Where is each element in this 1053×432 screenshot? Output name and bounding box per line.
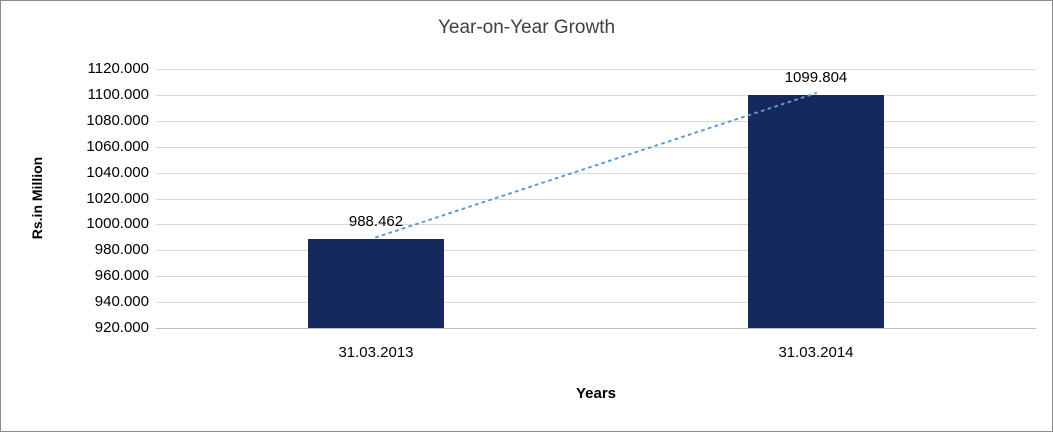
y-tick-label: 1120.000: [87, 60, 149, 77]
y-tick-label: 1100.000: [87, 85, 149, 103]
y-tick-label: 980.000: [94, 241, 149, 259]
x-axis-line: [156, 328, 1036, 329]
y-tick-label: 1000.000: [86, 215, 149, 233]
y-tick-label: 960.000: [94, 267, 149, 285]
plot-area: [156, 69, 1036, 329]
bars-layer: [156, 69, 1036, 328]
gridline: [156, 250, 1036, 252]
y-tick-label: 1060.000: [86, 137, 149, 155]
chart-title: Year-on-Year Growth: [437, 17, 616, 38]
y-tick-label: 1040.000: [86, 163, 149, 181]
y-tick-label: 1080.000: [86, 111, 149, 129]
y-tick-label: 920.000: [94, 319, 149, 336]
x-axis-title: Years: [575, 385, 617, 402]
y-tick-label: 1020.000: [86, 189, 149, 207]
y-axis-title: Rs.in Million: [29, 156, 45, 240]
bar: [308, 239, 444, 328]
gridline: [156, 302, 1036, 304]
x-tick-label: 31.03.2014: [778, 344, 854, 361]
gridline: [156, 276, 1036, 278]
x-tick-label: 31.03.2013: [338, 344, 414, 361]
y-tick-label: 940.000: [94, 293, 149, 311]
gridline: [156, 69, 1036, 70]
bar: [748, 95, 884, 328]
